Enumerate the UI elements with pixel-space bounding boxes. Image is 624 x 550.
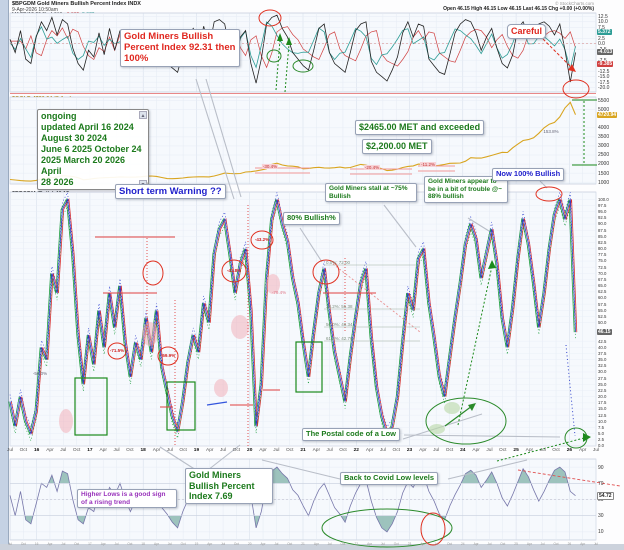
arrowhead — [488, 260, 496, 269]
note-postal-code: The Postal code of a Low — [302, 428, 401, 441]
salmon-trendline — [332, 263, 421, 333]
green-highlight-blobs — [429, 402, 460, 434]
note-bpi-top: Gold Miners Bullish Percent Index 92.31 … — [120, 29, 240, 67]
rsi-downtrend-line — [517, 469, 621, 487]
note-higher-lows: Higher Lows is a good sign of a rising t… — [77, 489, 177, 509]
note-trouble: Gold Miners appear to be in a bit of tro… — [424, 176, 508, 203]
pink-highlight-blobs — [59, 274, 280, 433]
note-bpi-769: Gold Miners Bullish Percent Index 7.69 — [185, 468, 273, 504]
note-short-term-warning: Short term Warning ?? — [115, 184, 226, 200]
green-arrow — [444, 405, 473, 427]
ongoing-line: 2025 March 20 2026 April — [41, 155, 126, 177]
note-careful: Careful — [507, 24, 547, 39]
note-stall: Gold Miners stall at ~75% Bullish — [325, 183, 417, 203]
ongoing-line: updated April 16 2024 — [41, 122, 134, 133]
green-ellipse-annotations — [266, 49, 588, 548]
red-support-segments — [95, 236, 376, 408]
ongoing-line: 28 2026 — [41, 177, 74, 188]
note-now-100: Now 100% Bullish — [492, 168, 565, 181]
chart-date: 9-Apr-2026 10:50am — [12, 6, 58, 13]
red-dotted-verticals — [146, 205, 346, 446]
arrowhead — [277, 33, 283, 41]
green-dashed-arrows — [275, 39, 585, 462]
note-met-exceeded: $2465.00 MET and exceeded — [355, 120, 485, 135]
note-80-bullish: 80% Bullish% — [283, 212, 340, 225]
scroll-up-icon[interactable]: ▲ — [139, 111, 147, 119]
ohlc-readout: Open 46.15 High 46.15 Low 46.15 Last 46.… — [443, 5, 594, 12]
bottom-strip — [0, 544, 624, 550]
ongoing-line: August 30 2024 — [41, 133, 108, 144]
arrowhead — [286, 37, 292, 45]
gold-measure — [572, 99, 597, 166]
careful-arrow — [542, 38, 575, 71]
green-box-annotations — [74, 341, 323, 436]
note-ongoing: ongoing updated April 16 2024 August 30 … — [37, 109, 149, 191]
note-covid-lows: Back to Covid Low levels — [340, 472, 439, 485]
careful-arrowhead — [568, 64, 576, 72]
blue-segment — [206, 401, 228, 406]
ongoing-line: ongoing — [41, 111, 77, 121]
annotation-shapes — [10, 9, 621, 548]
ongoing-line: June 6 2025 October 24 — [41, 144, 142, 155]
fib-lines — [324, 264, 420, 342]
left-scroll-strip[interactable] — [0, 0, 9, 550]
note-met: $2,200.00 MET — [362, 139, 432, 154]
red-ellipse-annotations — [107, 9, 590, 546]
arrowhead — [468, 403, 476, 411]
sar-dotted-trail — [565, 344, 576, 437]
chart-title: $BPGDM Gold Miners Bullish Percent Index… — [12, 1, 141, 7]
copyright: © StockCharts.com — [555, 0, 594, 6]
